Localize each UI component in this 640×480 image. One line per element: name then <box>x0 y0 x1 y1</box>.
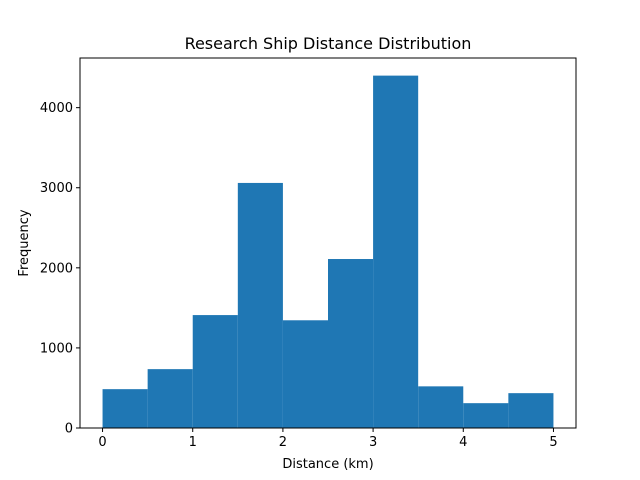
y-axis-ticks: 0 1000 2000 3000 4000 <box>40 101 80 437</box>
histogram-bar-0 <box>102 389 148 428</box>
x-tick-label: 3 <box>369 435 377 450</box>
histogram-bar-7 <box>418 386 464 428</box>
x-tick-label: 2 <box>279 435 287 450</box>
y-tick-label: 4000 <box>40 101 73 116</box>
histogram-bar-5 <box>328 259 374 428</box>
bars-group <box>102 75 554 429</box>
x-axis-label: Distance (km) <box>282 457 373 472</box>
histogram-bar-3 <box>237 182 283 428</box>
histogram-bar-4 <box>282 320 328 428</box>
x-tick-label: 0 <box>98 435 106 450</box>
histogram-bar-6 <box>373 75 419 429</box>
x-tick-label: 5 <box>549 435 557 450</box>
y-tick-label: 0 <box>65 422 73 437</box>
x-tick-label: 4 <box>459 435 467 450</box>
plot-frame <box>79 57 577 429</box>
y-tick-label: 3000 <box>40 181 73 196</box>
y-tick-label: 2000 <box>40 261 73 276</box>
histogram-bar-9 <box>508 393 554 428</box>
y-axis-label: Frequency <box>17 209 32 276</box>
histogram-bar-2 <box>192 315 238 428</box>
chart-title: Research Ship Distance Distribution <box>185 34 472 53</box>
histogram-bar-8 <box>463 403 509 428</box>
x-axis-ticks: 0 1 2 3 4 5 <box>98 428 558 450</box>
x-tick-label: 1 <box>189 435 197 450</box>
histogram-bar-1 <box>147 369 193 428</box>
y-tick-label: 1000 <box>40 341 73 356</box>
